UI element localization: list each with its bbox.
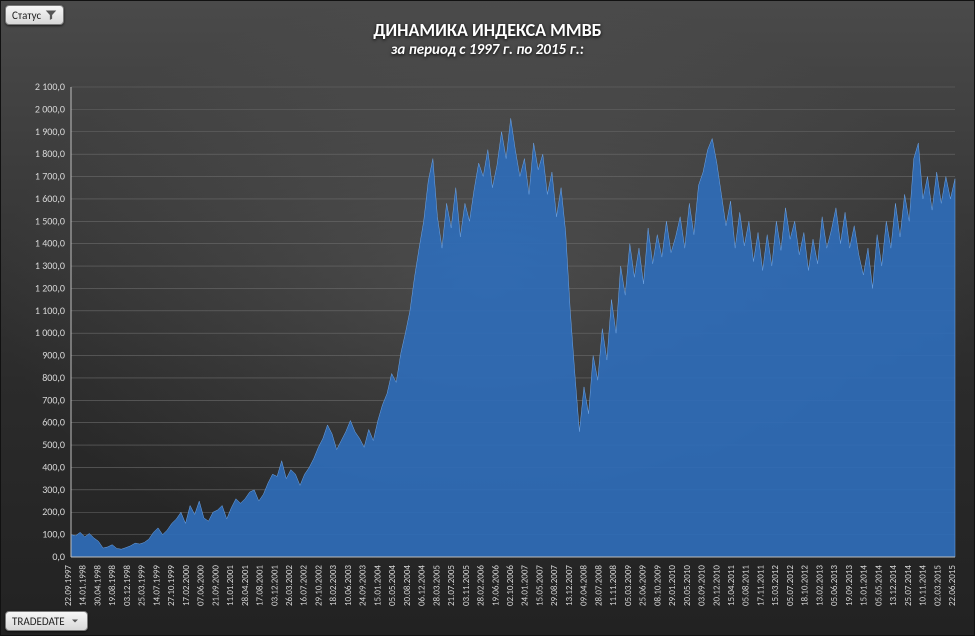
svg-text:13.12.2007: 13.12.2007: [564, 565, 575, 606]
svg-text:1 700,0: 1 700,0: [35, 170, 65, 183]
svg-text:25.06.2009: 25.06.2009: [638, 565, 649, 606]
svg-text:14.01.1998: 14.01.1998: [78, 565, 89, 606]
chart-title: ДИНАМИКА ИНДЕКСА ММВБ: [1, 19, 974, 41]
svg-text:20.08.2004: 20.08.2004: [402, 565, 413, 606]
svg-text:24.01.2007: 24.01.2007: [520, 565, 531, 606]
svg-text:02.03.2015: 02.03.2015: [932, 565, 943, 606]
svg-text:22.09.1997: 22.09.1997: [63, 565, 74, 606]
svg-text:600,0: 600,0: [42, 416, 65, 429]
svg-text:1 500,0: 1 500,0: [35, 214, 65, 227]
svg-text:20.12.2010: 20.12.2010: [711, 565, 722, 606]
svg-text:1 800,0: 1 800,0: [35, 147, 65, 160]
svg-text:28.07.2008: 28.07.2008: [593, 565, 604, 606]
svg-text:28.03.2005: 28.03.2005: [431, 565, 442, 606]
svg-text:29.01.2010: 29.01.2010: [667, 565, 678, 606]
svg-text:14.07.1999: 14.07.1999: [151, 565, 162, 606]
svg-text:0,0: 0,0: [52, 550, 65, 563]
svg-text:13.12.2014: 13.12.2014: [888, 565, 899, 606]
svg-text:500,0: 500,0: [42, 438, 65, 451]
svg-text:03.11.2005: 03.11.2005: [461, 565, 472, 606]
svg-text:28.04.2001: 28.04.2001: [240, 565, 251, 606]
svg-text:900,0: 900,0: [42, 349, 65, 362]
svg-text:200,0: 200,0: [42, 505, 65, 518]
svg-text:26.03.2002: 26.03.2002: [284, 565, 295, 606]
svg-text:15.03.2012: 15.03.2012: [770, 565, 781, 606]
svg-text:10.06.2003: 10.06.2003: [343, 565, 354, 606]
svg-text:19.06.2006: 19.06.2006: [490, 565, 501, 606]
svg-text:2 000,0: 2 000,0: [35, 102, 65, 115]
svg-text:21.07.2005: 21.07.2005: [446, 565, 457, 606]
svg-text:1 200,0: 1 200,0: [35, 281, 65, 294]
svg-text:05.07.2012: 05.07.2012: [785, 565, 796, 606]
svg-text:07.06.2000: 07.06.2000: [196, 565, 207, 606]
svg-text:1 300,0: 1 300,0: [35, 259, 65, 272]
svg-text:11.11.2008: 11.11.2008: [608, 565, 619, 606]
svg-text:1 100,0: 1 100,0: [35, 304, 65, 317]
svg-text:700,0: 700,0: [42, 393, 65, 406]
svg-text:20.05.2010: 20.05.2010: [682, 565, 693, 606]
area-chart-svg: 0,0100,0200,0300,0400,0500,0600,0700,080…: [71, 81, 961, 561]
svg-text:15.04.2011: 15.04.2011: [726, 565, 737, 606]
tradedate-filter-label: TRADEDATE: [12, 615, 65, 628]
svg-text:25.03.1999: 25.03.1999: [137, 565, 148, 606]
svg-text:05.05.2014: 05.05.2014: [873, 565, 884, 606]
svg-text:06.12.2004: 06.12.2004: [417, 565, 428, 606]
svg-text:30.04.1998: 30.04.1998: [92, 565, 103, 606]
svg-text:16.07.2002: 16.07.2002: [299, 565, 310, 606]
chart-frame: Статус TRADEDATE ДИНАМИКА ИНДЕКСА ММВБ з…: [0, 0, 975, 636]
svg-text:18.02.2003: 18.02.2003: [328, 565, 339, 606]
svg-text:08.10.2009: 08.10.2009: [652, 565, 663, 606]
svg-text:19.09.2013: 19.09.2013: [844, 565, 855, 606]
svg-text:03.09.2010: 03.09.2010: [697, 565, 708, 606]
svg-text:29.08.2007: 29.08.2007: [549, 565, 560, 606]
svg-text:05.05.2004: 05.05.2004: [387, 565, 398, 606]
chart-plot-area: 0,0100,0200,0300,0400,0500,0600,0700,080…: [71, 81, 961, 561]
svg-text:17.02.2000: 17.02.2000: [181, 565, 192, 606]
tradedate-filter-button[interactable]: TRADEDATE: [5, 611, 88, 631]
svg-text:15.01.2014: 15.01.2014: [859, 565, 870, 606]
svg-text:1 600,0: 1 600,0: [35, 192, 65, 205]
svg-text:24.09.2003: 24.09.2003: [358, 565, 369, 606]
svg-text:1 900,0: 1 900,0: [35, 125, 65, 138]
svg-text:03.12.1998: 03.12.1998: [122, 565, 133, 606]
svg-text:2 100,0: 2 100,0: [35, 80, 65, 93]
svg-text:03.12.2001: 03.12.2001: [269, 565, 280, 606]
svg-text:27.10.1999: 27.10.1999: [166, 565, 177, 606]
svg-text:13.02.2013: 13.02.2013: [814, 565, 825, 606]
svg-text:22.06.2015: 22.06.2015: [947, 565, 958, 606]
svg-text:05.08.2011: 05.08.2011: [741, 565, 752, 606]
svg-text:25.07.2014: 25.07.2014: [903, 565, 914, 606]
chart-subtitle: за период с 1997 г. по 2015 г.:: [1, 41, 974, 59]
svg-text:10.11.2014: 10.11.2014: [918, 565, 929, 606]
svg-text:15.05.2007: 15.05.2007: [534, 565, 545, 606]
svg-text:300,0: 300,0: [42, 483, 65, 496]
svg-text:11.01.2001: 11.01.2001: [225, 565, 236, 606]
svg-text:17.08.2001: 17.08.2001: [255, 565, 266, 606]
svg-text:100,0: 100,0: [42, 528, 65, 541]
svg-text:21.09.2000: 21.09.2000: [210, 565, 221, 606]
svg-text:29.10.2002: 29.10.2002: [313, 565, 324, 606]
svg-text:09.04.2008: 09.04.2008: [579, 565, 590, 606]
svg-text:1 400,0: 1 400,0: [35, 237, 65, 250]
svg-text:18.10.2012: 18.10.2012: [800, 565, 811, 606]
svg-text:400,0: 400,0: [42, 460, 65, 473]
svg-text:1 000,0: 1 000,0: [35, 326, 65, 339]
svg-text:28.02.2006: 28.02.2006: [476, 565, 487, 606]
svg-text:05.06.2013: 05.06.2013: [829, 565, 840, 606]
svg-text:02.10.2006: 02.10.2006: [505, 565, 516, 606]
svg-text:19.08.1998: 19.08.1998: [107, 565, 118, 606]
svg-text:05.03.2009: 05.03.2009: [623, 565, 634, 606]
svg-text:17.11.2011: 17.11.2011: [755, 565, 766, 606]
svg-text:800,0: 800,0: [42, 371, 65, 384]
svg-text:15.01.2004: 15.01.2004: [372, 565, 383, 606]
dropdown-icon: [69, 615, 81, 627]
